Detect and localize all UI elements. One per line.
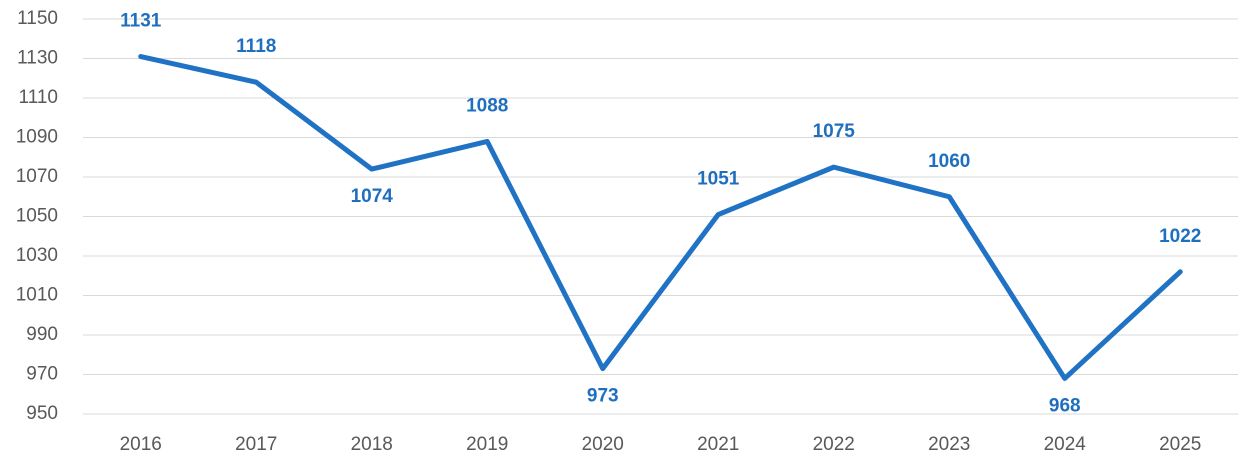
- x-tick-label: 2019: [466, 434, 508, 455]
- y-tick-label: 970: [26, 364, 58, 385]
- x-tick-label: 2023: [928, 434, 970, 455]
- x-tick-label: 2017: [235, 434, 277, 455]
- data-label: 1131: [120, 11, 162, 32]
- x-tick-label: 2020: [582, 434, 624, 455]
- y-tick-label: 1130: [17, 48, 58, 69]
- x-tick-label: 2016: [120, 434, 162, 455]
- y-tick-label: 1090: [16, 127, 58, 148]
- y-tick-label: 1110: [19, 87, 58, 108]
- x-tick-label: 2022: [813, 434, 855, 455]
- y-tick-label: 1030: [16, 245, 58, 266]
- x-tick-label: 2018: [351, 434, 393, 455]
- data-label: 1051: [697, 169, 740, 190]
- data-label: 1088: [466, 95, 508, 116]
- data-label: 1074: [351, 186, 394, 207]
- data-label: 1075: [813, 121, 856, 142]
- y-tick-label: 1050: [16, 206, 58, 227]
- data-label: 1060: [928, 151, 970, 172]
- data-label: 1022: [1159, 226, 1201, 247]
- x-tick-label: 2025: [1159, 434, 1201, 455]
- y-tick-label: 990: [26, 324, 58, 345]
- x-tick-label: 2024: [1044, 434, 1087, 455]
- data-line: [138, 54, 1183, 381]
- data-label: 968: [1049, 395, 1081, 416]
- data-label: 973: [587, 386, 619, 407]
- x-tick-label: 2021: [697, 434, 739, 455]
- y-tick-label: 1070: [16, 166, 58, 187]
- y-tick-label: 950: [26, 403, 58, 424]
- data-label: 1118: [236, 36, 276, 57]
- y-tick-label: 1010: [16, 285, 58, 306]
- y-tick-label: 1150: [17, 8, 58, 29]
